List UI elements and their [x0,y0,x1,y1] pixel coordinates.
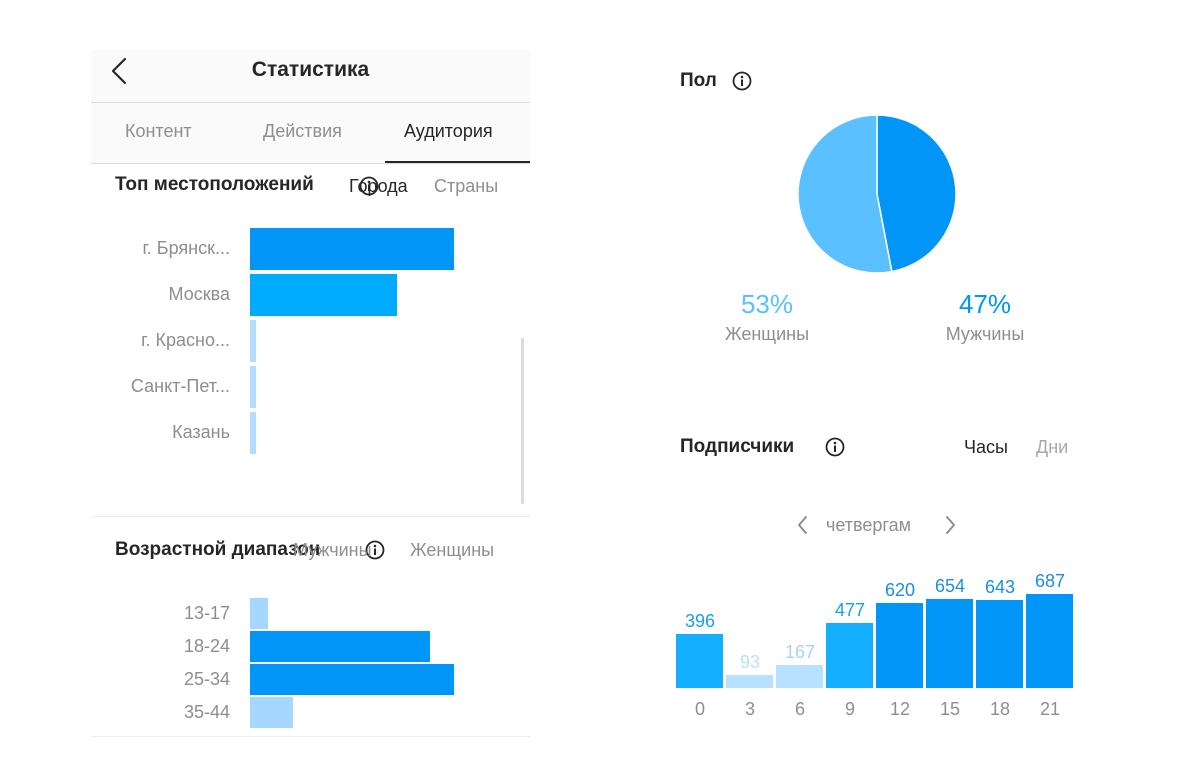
x-tick-label: 18 [989,699,1011,719]
bar-label: 35-44 [183,702,230,722]
x-tick-label: 0 [694,699,705,719]
bar-label: Санкт-Пет... [130,376,230,396]
x-tick-label: 15 [939,699,961,719]
men-label: Мужчины [945,324,1025,344]
page-title: Статистика [251,58,370,81]
bar [726,675,773,688]
info-icon[interactable] [359,176,379,196]
info-icon[interactable] [732,71,752,91]
tab-audience[interactable]: Аудитория [404,121,493,141]
x-tick-label: 9 [844,699,855,719]
bar [926,598,973,688]
x-tick-label: 21 [1039,699,1061,719]
bar-value-label: 93 [739,652,761,673]
bar-label: г. Красно... [141,330,230,350]
bar [250,228,454,270]
bar-value-label: 477 [834,599,866,620]
header-bar [91,50,530,103]
age-chart: 13-17 18-24 25-34 35-44 [80,598,520,732]
followers-title: Подписчики [680,436,795,457]
info-icon[interactable] [365,540,385,560]
bar [250,631,430,662]
bar [250,697,293,728]
bar-label: Казань [172,422,230,442]
bar-value-label: 643 [984,577,1016,598]
bar-value-label: 620 [884,580,916,601]
gender-pie-chart [796,113,958,275]
chevron-left-icon[interactable] [794,514,812,536]
locations-chart: г. Брянск... Москва г. Красно... Санкт-Пет.… [80,228,520,468]
toggle-women[interactable]: Женщины [410,540,495,560]
pie-slice [797,114,893,274]
bar [1026,594,1073,688]
bar [776,665,823,688]
bar-label: г. Брянск... [142,238,230,258]
followers-chart: 396 0 93 3 167 6 477 9 620 12 654 15 643 18 687 21 [676,560,1080,730]
toggle-days[interactable]: Дни [1036,437,1069,457]
scrollbar[interactable] [521,338,524,504]
bar [250,274,397,316]
bar [250,366,257,408]
toggle-hours[interactable]: Часы [964,437,1008,457]
bar-value-label: 654 [934,575,966,596]
bar [250,598,269,629]
bar [250,664,454,695]
bar [250,412,257,454]
day-label: четвергам [826,515,911,535]
x-tick-label: 3 [744,699,755,719]
x-tick-label: 12 [889,699,911,719]
men-percent: 47% [958,289,1012,319]
bar [676,633,723,688]
bar-label: 13-17 [183,603,230,623]
toggle-cities[interactable]: Города [349,176,408,196]
bar [826,622,873,688]
tab-actions[interactable]: Действия [263,121,342,141]
bar-label: 18-24 [183,636,230,656]
women-percent: 53% [740,289,794,319]
info-icon[interactable] [825,437,845,457]
bar-label: 25-34 [183,669,230,689]
bar-value-label: 167 [784,642,816,663]
bar [876,603,923,688]
age-title: Возрастной диапазон [115,539,321,560]
bar-label: Москва [168,284,230,304]
bar-value-label: 687 [1034,571,1066,591]
section-divider [91,736,530,737]
toggle-men[interactable]: Мужчины [293,540,372,560]
toggle-countries[interactable]: Страны [434,176,499,196]
section-divider [91,516,530,517]
tab-content[interactable]: Контент [125,121,192,141]
gender-title: Пол [680,70,717,91]
back-chevron-icon[interactable] [106,56,134,86]
active-tab-indicator [385,161,530,163]
bar [976,600,1023,688]
locations-title: Топ местоположений [115,174,314,195]
bar-value-label: 396 [684,610,716,631]
tab-bar [91,103,530,164]
bar [250,320,257,362]
chevron-right-icon[interactable] [941,514,959,536]
women-label: Женщины [724,324,810,344]
x-tick-label: 6 [794,699,805,719]
pie-slice [876,114,957,273]
